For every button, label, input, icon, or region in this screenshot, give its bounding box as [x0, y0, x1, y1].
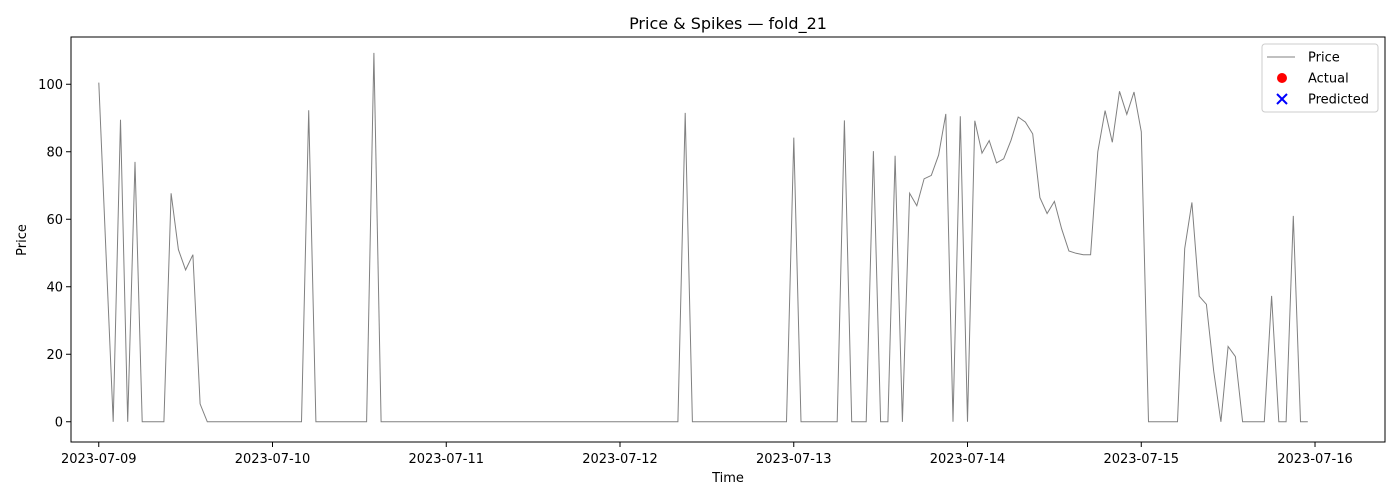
legend-item: Price — [1267, 51, 1340, 66]
x-tick-label: 2023-07-12 — [582, 452, 658, 467]
x-tick-label: 2023-07-16 — [1277, 452, 1353, 467]
legend-label: Price — [1308, 51, 1340, 66]
price-series-line — [98, 52, 1308, 423]
legend-item: Actual — [1277, 72, 1349, 87]
y-tick-label: 80 — [46, 145, 63, 160]
x-tick-label: 2023-07-10 — [235, 452, 311, 467]
legend-item: Predicted — [1276, 93, 1369, 108]
y-tick-label: 100 — [38, 78, 63, 93]
x-axis: 2023-07-09 2023-07-10 2023-07-11 2023-07-12… — [61, 442, 1353, 467]
x-tick-label: 2023-07-13 — [756, 452, 832, 467]
plot-frame — [70, 36, 1386, 443]
legend-label: Actual — [1308, 72, 1349, 87]
legend-box — [1261, 43, 1379, 113]
legend: Price Actual Predicted — [1261, 43, 1379, 113]
chart-title: Price & Spikes — fold_21 — [629, 14, 827, 34]
x-tick-label: 2023-07-14 — [930, 452, 1006, 467]
y-tick-label: 60 — [46, 213, 63, 228]
x-tick-label: 2023-07-15 — [1103, 452, 1179, 467]
x-tick-label: 2023-07-09 — [61, 452, 137, 467]
legend-label: Predicted — [1308, 93, 1369, 108]
y-tick-label: 0 — [55, 415, 63, 430]
y-axis-title: Price — [15, 224, 30, 256]
legend-circle-swatch — [1277, 73, 1287, 83]
plot-area — [98, 52, 1308, 423]
y-tick-label: 20 — [46, 348, 63, 363]
y-tick-label: 40 — [46, 280, 63, 295]
legend-x-swatch — [1276, 93, 1288, 105]
x-tick-label: 2023-07-11 — [408, 452, 484, 467]
y-axis: 0 20 40 60 80 100 — [38, 78, 71, 430]
x-axis-title: Time — [711, 471, 744, 486]
